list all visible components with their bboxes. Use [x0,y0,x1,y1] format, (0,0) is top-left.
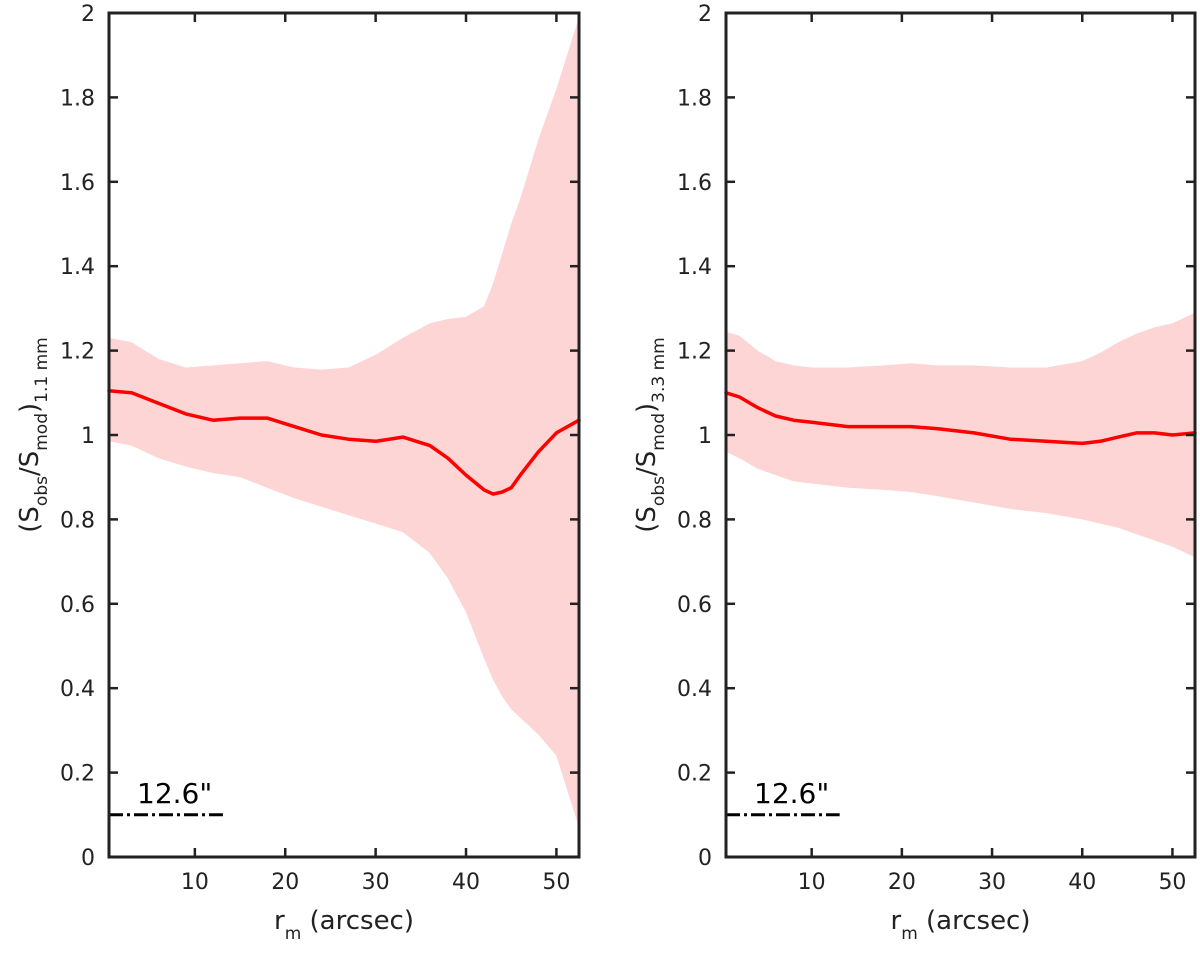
y-tick-label: 1.6 [60,171,95,196]
y-tick-label: 2 [698,2,712,27]
panel-2: 12.6" 0 0.2 0.4 0.6 0.8 1 1.2 1.4 1.6 1.8 2 10 20 30 40… [632,2,1197,944]
y-tick-label: 0.6 [677,593,712,618]
y-axis-label-sub-mod: mod [32,413,52,451]
y-axis-label-close: ) [15,403,45,413]
x-axis-label-main: r [274,906,285,936]
x-axis-label-main: r [891,906,902,936]
y-axis-label-open: (S [15,506,45,533]
x-axis-label-rest: (arcsec) [301,906,414,936]
y-tick-label: 1.2 [677,340,712,365]
y-tick-label: 1.2 [60,340,95,365]
panel-1: 12.6" 0 0.2 0.4 0.6 0.8 1 1.2 1.4 1.6 1.8 2 10 20 30 40… [15,2,581,944]
x-axis-label-sub: m [901,924,918,944]
x-tick-label: 30 [978,870,1006,895]
y-axis-label-close: ) [632,403,662,413]
y-axis-label-band: 3.3 mm [649,337,669,403]
x-tick-label: 50 [542,870,570,895]
uncertainty-band [726,312,1195,558]
y-tick-label: 0.2 [60,762,95,787]
y-axis-label: (Sobs/Smod)1.1 mm [15,337,52,532]
y-tick-label: 1.8 [60,86,95,111]
x-tick-label: 10 [181,870,209,895]
y-tick-label: 0.4 [60,677,95,702]
y-tick-label: 0.8 [677,508,712,533]
y-tick-label: 1.4 [60,255,95,280]
x-axis-label: rm (arcsec) [891,906,1031,944]
x-tick-label: 10 [798,870,826,895]
y-tick-label: 1.8 [677,86,712,111]
y-tick-label: 0.6 [60,593,95,618]
y-axis-label: (Sobs/Smod)3.3 mm [632,337,669,532]
scale-bar-label: 12.6" [754,777,829,810]
y-axis-label-sub-obs: obs [649,476,669,506]
y-axis-label-sub-obs: obs [32,476,52,506]
series-line-ratio [107,388,581,496]
y-tick-label: 1.4 [677,255,712,280]
y-tick-label: 0 [698,846,712,871]
y-tick-label: 0.8 [60,508,95,533]
y-tick-label: 1 [698,424,712,449]
x-axis-label-rest: (arcsec) [918,906,1031,936]
x-tick-label: 40 [1068,870,1096,895]
series-line-ratio [724,391,1197,446]
x-tick-label: 40 [452,870,480,895]
x-tick-label: 20 [271,870,299,895]
y-tick-label: 0.2 [677,762,712,787]
y-tick-label: 1.6 [677,171,712,196]
y-axis-label-sub-mod: mod [649,413,669,451]
y-axis-label-slash: /S [632,451,662,476]
x-axis-label-sub: m [285,924,302,944]
scale-bar-label: 12.6" [137,777,212,810]
y-tick-label: 2 [81,2,95,27]
y-tick-label: 0.4 [677,677,712,702]
x-tick-label: 30 [362,870,390,895]
y-tick-label: 1 [81,424,95,449]
y-axis-label-band: 1.1 mm [32,337,52,403]
x-tick-label: 20 [888,870,916,895]
x-tick-label: 50 [1158,870,1186,895]
y-axis-label-open: (S [632,506,662,533]
y-axis-label-slash: /S [15,451,45,476]
uncertainty-band [109,17,579,828]
y-tick-label: 0 [81,846,95,871]
x-axis-label: rm (arcsec) [274,906,414,944]
